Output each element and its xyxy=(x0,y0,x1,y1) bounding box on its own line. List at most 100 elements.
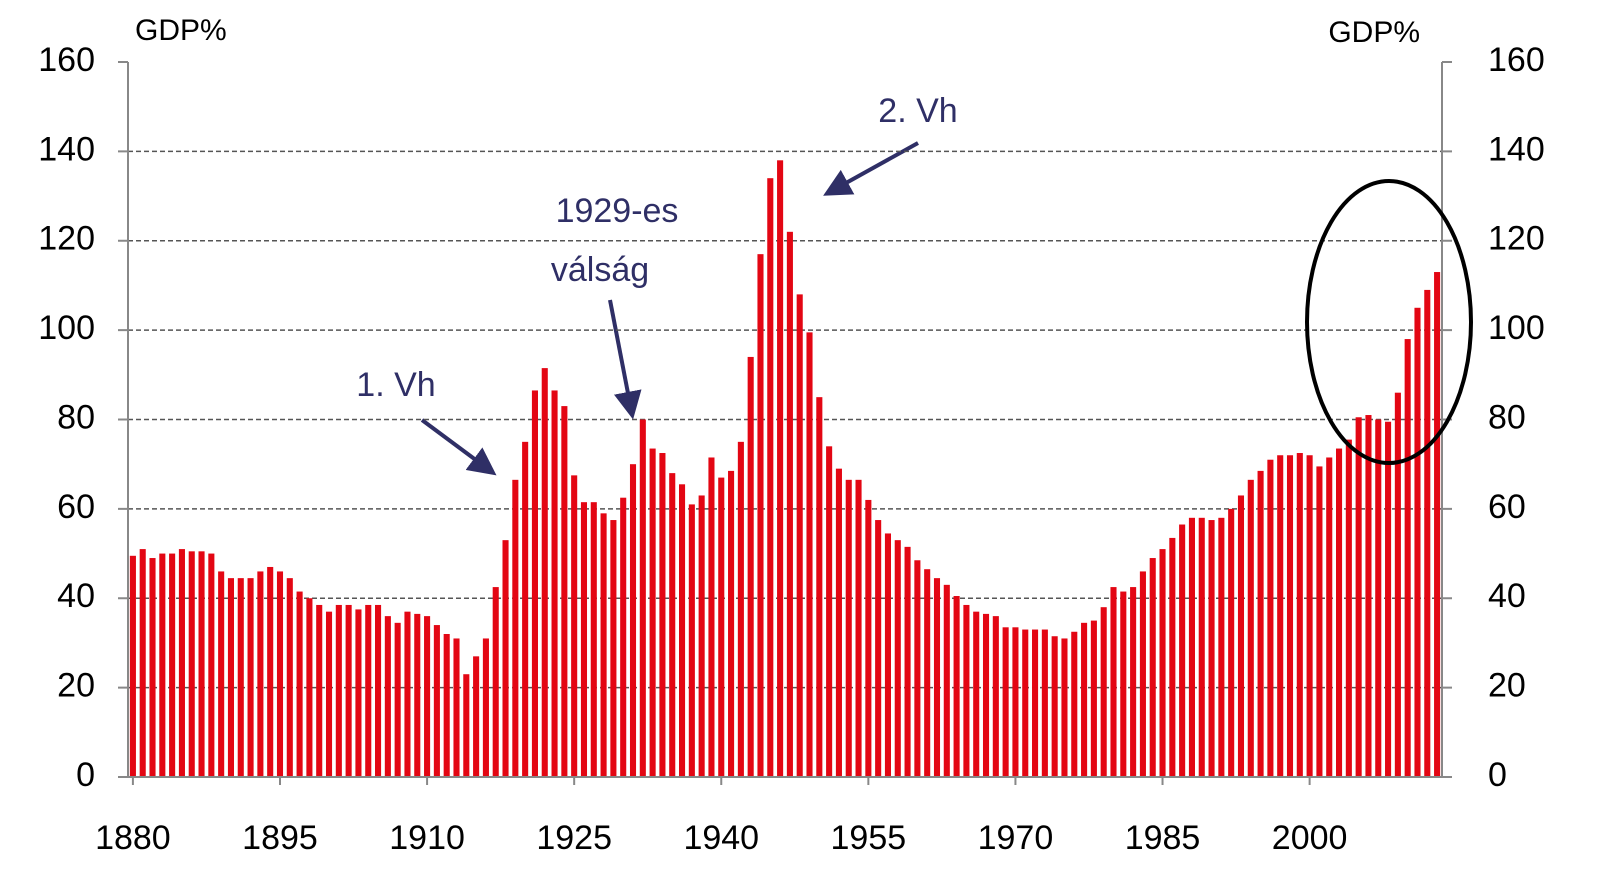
bar xyxy=(786,231,793,777)
bar xyxy=(914,560,921,777)
bar xyxy=(718,477,725,777)
y2-tick-label: 40 xyxy=(1488,577,1526,615)
bar xyxy=(1424,289,1431,777)
bar xyxy=(757,254,764,777)
bar xyxy=(227,578,235,777)
bar xyxy=(1120,591,1127,777)
bar xyxy=(169,553,176,777)
bar xyxy=(1434,272,1441,777)
bar xyxy=(1169,537,1176,777)
bar xyxy=(865,499,872,777)
bar xyxy=(1159,549,1166,777)
y2-tick-label: 60 xyxy=(1488,488,1526,526)
bar xyxy=(551,390,558,777)
bar xyxy=(1002,627,1009,777)
bar xyxy=(1296,453,1303,777)
bar xyxy=(1022,629,1029,777)
bar xyxy=(247,578,254,777)
bar xyxy=(777,160,784,777)
bar xyxy=(659,453,666,777)
bar xyxy=(463,674,470,777)
bar xyxy=(306,598,313,777)
bar xyxy=(904,546,911,777)
bar xyxy=(178,549,185,777)
bar xyxy=(335,604,342,777)
bar xyxy=(933,578,941,777)
bar xyxy=(1385,421,1392,777)
bar xyxy=(296,591,303,777)
annotation: 2. Vh xyxy=(878,92,957,130)
plot-area: 0 20 40 60 80 100 120 140 160 0 20 40 60 80 100 120 140 1… xyxy=(38,41,1544,857)
bar xyxy=(512,479,519,777)
bar xyxy=(982,613,990,777)
bar xyxy=(845,479,852,777)
bar xyxy=(188,551,195,777)
bar xyxy=(1247,479,1254,777)
bar xyxy=(688,504,695,777)
bar xyxy=(473,656,480,777)
bar xyxy=(1188,517,1195,777)
bar xyxy=(1130,587,1137,777)
bar xyxy=(767,178,774,777)
bar xyxy=(149,558,156,777)
y-axis-label: GDP% xyxy=(135,14,227,47)
bar xyxy=(1012,627,1019,777)
y-tick-label: 40 xyxy=(57,577,95,615)
bar xyxy=(355,609,362,777)
y-tick-label: 120 xyxy=(38,220,95,258)
y2-tick-label: 160 xyxy=(1488,41,1545,79)
bar xyxy=(924,569,931,777)
bar xyxy=(1335,448,1343,777)
bar xyxy=(669,473,676,777)
bar xyxy=(198,551,205,777)
bar xyxy=(1071,631,1078,777)
bar xyxy=(218,571,225,777)
bar xyxy=(316,604,323,777)
bar xyxy=(629,464,637,777)
x-tick-label: 1925 xyxy=(536,819,612,857)
bar xyxy=(1110,587,1117,777)
bar xyxy=(384,616,391,777)
bar xyxy=(1051,636,1058,777)
bar xyxy=(1414,307,1421,777)
bar xyxy=(159,553,166,777)
y2-axis-label: GDP% xyxy=(1328,16,1420,49)
bar xyxy=(953,596,960,777)
bar xyxy=(237,578,244,777)
y2-tick-label: 120 xyxy=(1488,220,1545,258)
bar xyxy=(571,475,578,777)
bar xyxy=(747,356,754,777)
bar xyxy=(1208,520,1215,777)
annotation: 1929-es xyxy=(556,192,679,230)
bar xyxy=(1375,419,1382,777)
bar xyxy=(1228,508,1235,777)
bar xyxy=(286,578,293,777)
bar xyxy=(1218,517,1225,777)
x-tick-label: 1895 xyxy=(242,819,318,857)
bar xyxy=(708,457,715,777)
x-tick-label: 1955 xyxy=(831,819,907,857)
bar xyxy=(884,533,892,777)
bar xyxy=(875,520,882,777)
bar xyxy=(325,611,333,777)
bar xyxy=(806,332,813,777)
bar xyxy=(267,566,274,777)
bar xyxy=(453,638,460,777)
bar xyxy=(257,571,264,777)
bar xyxy=(482,638,489,777)
bar xyxy=(1032,629,1039,777)
bar xyxy=(992,616,999,777)
bar xyxy=(600,513,607,777)
bar xyxy=(1267,459,1274,777)
y-tick-label: 0 xyxy=(76,756,95,794)
bar xyxy=(1286,455,1294,777)
y2-tick-label: 20 xyxy=(1488,667,1526,705)
y-tick-label: 140 xyxy=(38,130,95,168)
bar xyxy=(1081,622,1088,777)
y-tick-label: 80 xyxy=(57,398,95,436)
bar xyxy=(639,419,646,777)
bar xyxy=(826,446,833,777)
bar xyxy=(973,611,980,777)
bar xyxy=(1179,524,1186,777)
